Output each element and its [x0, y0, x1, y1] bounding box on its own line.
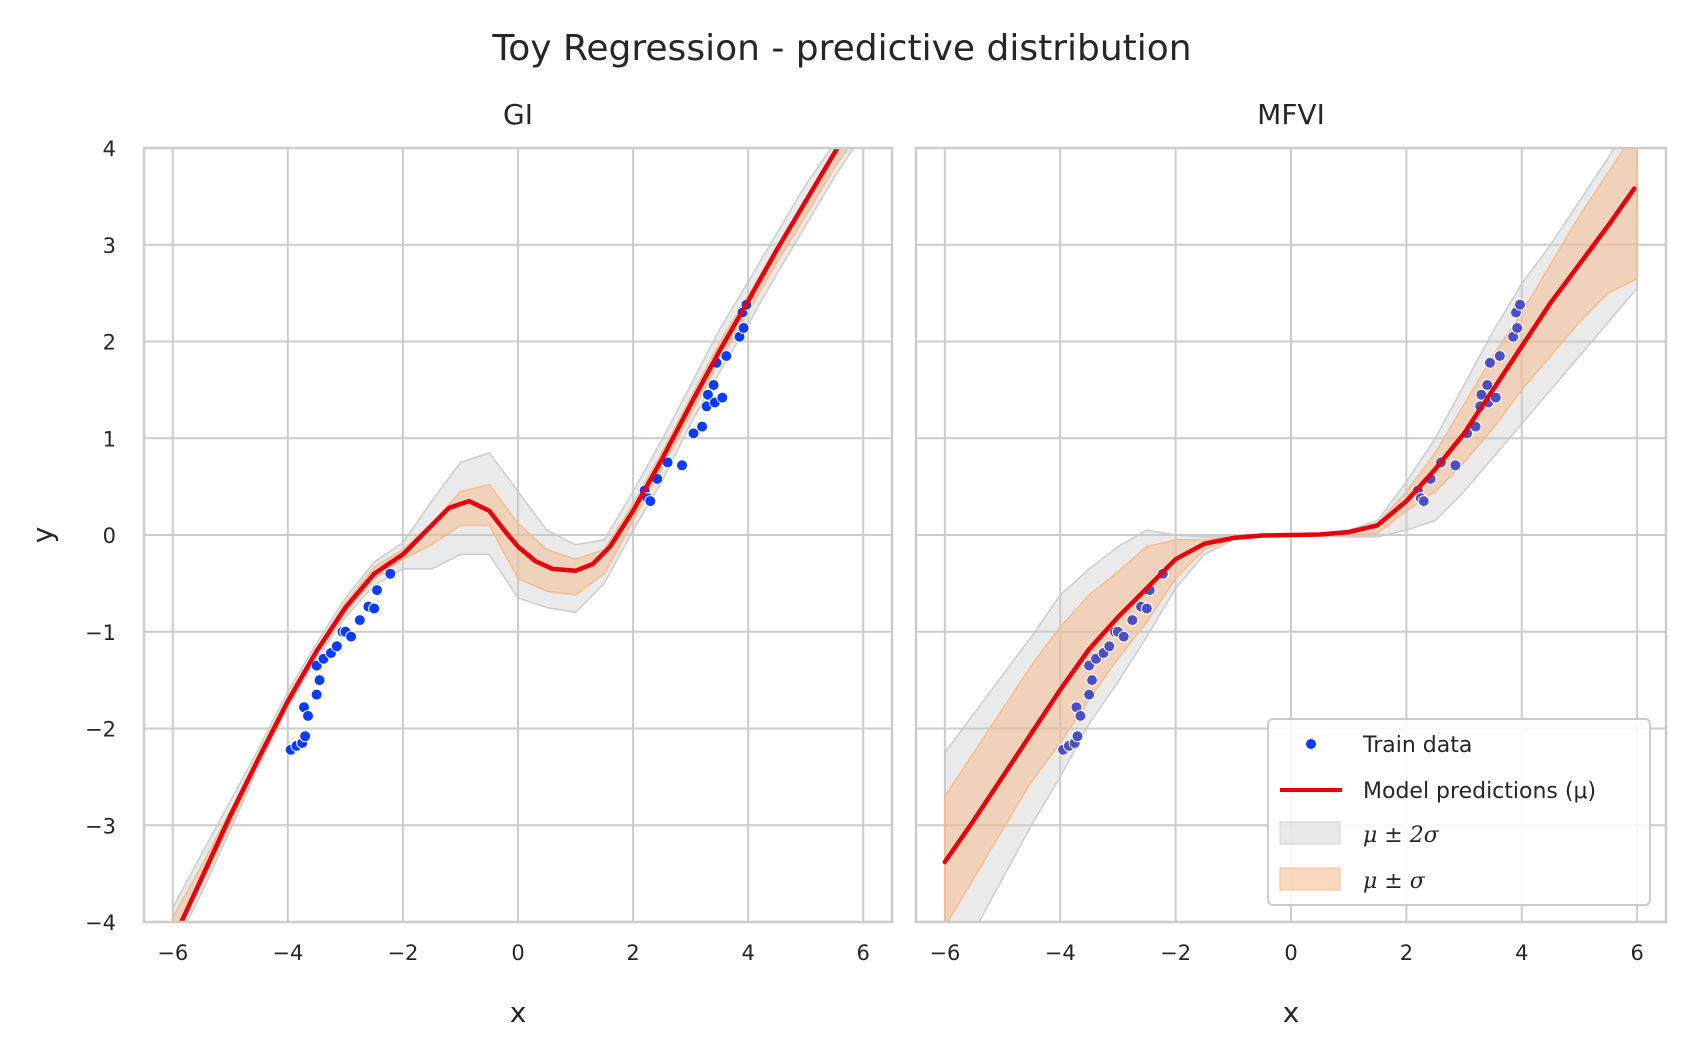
x-tick-label: −6	[157, 941, 188, 965]
train-point	[1117, 630, 1130, 643]
train-point	[1126, 614, 1139, 627]
train-point	[687, 427, 700, 440]
x-tick-label: −2	[1160, 941, 1191, 965]
x-tick-label: −4	[272, 941, 303, 965]
legend-frame	[1267, 718, 1651, 906]
train-point	[384, 567, 397, 580]
train-point	[313, 674, 326, 687]
y-tick-label: −3	[85, 814, 116, 838]
panel-gi: −6 −4 −2 0 2 4 6 4 3 2 1 0 −1 −2 −3 −4	[85, 137, 894, 965]
legend-train-marker	[1306, 739, 1316, 749]
train-point	[1140, 602, 1153, 615]
grid	[144, 147, 892, 923]
train-point	[720, 350, 733, 362]
train-point	[1103, 640, 1116, 653]
train-point	[1484, 356, 1496, 369]
train-point	[1074, 709, 1087, 722]
train-point	[1493, 350, 1506, 362]
x-tick-label: 0	[1284, 941, 1297, 965]
x-tick-label: 4	[1515, 941, 1528, 965]
legend-2sigma-label: μ ± 2σ	[1363, 823, 1440, 848]
train-point	[1417, 495, 1430, 508]
axes-frame	[914, 146, 1668, 924]
legend-model-label: Model predictions (μ)	[1363, 779, 1596, 804]
x-axis-label-mfvi: x	[1283, 996, 1300, 1029]
x-tick-label: 0	[511, 941, 524, 965]
y-tick-label: −4	[85, 911, 116, 935]
panel-title-mfvi: MFVI	[1257, 98, 1325, 131]
axes-frame	[142, 146, 894, 924]
y-tick-label: −2	[85, 718, 116, 742]
y-tick-label: 3	[103, 234, 116, 258]
train-point	[310, 688, 323, 701]
x-tick-label: 4	[741, 941, 754, 965]
legend-2sigma-swatch	[1279, 821, 1341, 845]
x-tick-label: 6	[857, 941, 870, 965]
train-point	[1086, 674, 1098, 687]
y-tick-label: 4	[103, 137, 116, 161]
train-point	[676, 459, 688, 472]
x-tick-label: 2	[626, 941, 639, 965]
y-tick-label: 2	[103, 331, 116, 355]
y-tick-label: 0	[103, 524, 116, 548]
train-point	[1449, 459, 1462, 472]
train-point	[299, 730, 312, 743]
prediction-line	[179, 148, 840, 922]
train-point	[368, 602, 381, 615]
train-point	[737, 322, 750, 334]
prediction-line	[942, 186, 1637, 865]
x-tick-label: 6	[1630, 941, 1643, 965]
train-point	[1071, 730, 1084, 743]
train-point	[330, 640, 343, 653]
train-point	[644, 495, 657, 508]
x-tick-label: −2	[387, 941, 418, 965]
plot-area	[942, 148, 1638, 922]
train-point	[716, 391, 729, 404]
train-point	[701, 388, 714, 401]
plot-area	[172, 148, 855, 922]
x-tick-label: −6	[929, 941, 960, 965]
train-point	[696, 420, 709, 433]
legend-1sigma-label: μ ± σ	[1363, 869, 1426, 894]
train-point	[371, 584, 383, 597]
y-tick-label: −1	[85, 621, 116, 645]
train-point	[707, 379, 720, 391]
train-point	[1481, 379, 1494, 391]
train-point	[1511, 322, 1524, 334]
panel-mfvi: −6 −4 −2 0 2 4 6	[914, 146, 1668, 965]
y-axis-label: y	[26, 527, 59, 544]
legend-1sigma-swatch	[1279, 867, 1341, 891]
panel-title-gi: GI	[503, 98, 533, 131]
y-tick-label: 1	[103, 427, 116, 451]
train-point	[302, 709, 314, 722]
x-axis-label-gi: x	[510, 996, 527, 1029]
train-point	[1083, 688, 1096, 701]
legend: Train data Model predictions (μ) μ ± 2σ …	[1267, 718, 1651, 906]
figure-title: Toy Regression - predictive distribution	[491, 28, 1191, 69]
train-point	[345, 630, 358, 643]
x-tick-label: 2	[1400, 941, 1413, 965]
legend-train-label: Train data	[1362, 733, 1472, 758]
train-point	[1514, 298, 1526, 311]
train-point	[1475, 388, 1488, 401]
x-tick-label: −4	[1045, 941, 1076, 965]
train-point	[353, 614, 366, 627]
